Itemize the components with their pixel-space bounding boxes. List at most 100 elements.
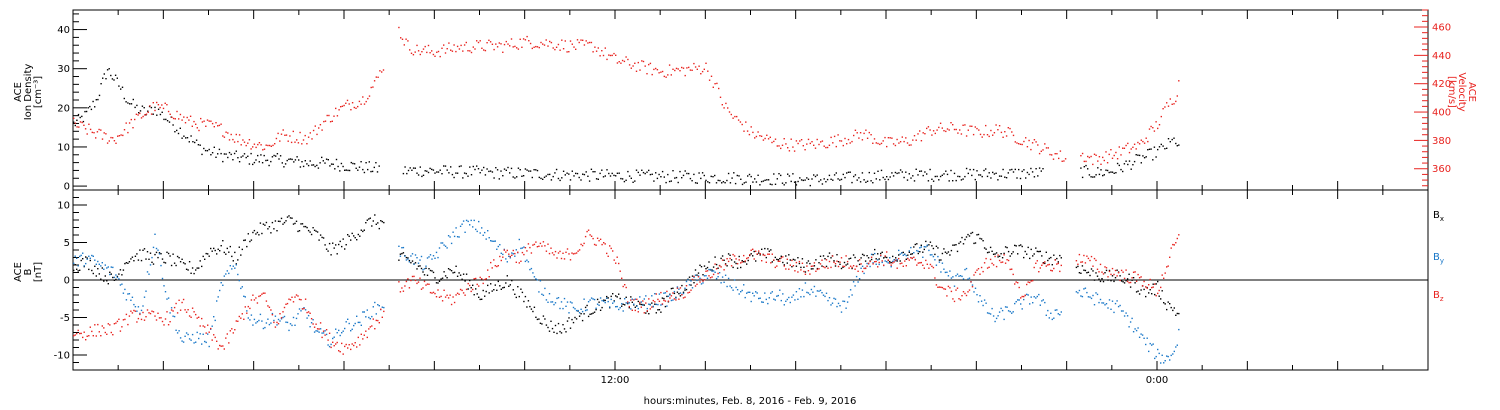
Bx-point — [110, 273, 112, 275]
velocity-point — [964, 124, 966, 126]
Bz-point — [1080, 261, 1082, 263]
By-point — [578, 312, 581, 314]
Bz-point — [541, 245, 543, 247]
By-point — [938, 261, 941, 263]
density-point — [522, 175, 525, 177]
Bx-point — [515, 296, 517, 299]
Bz-point — [1098, 271, 1100, 273]
velocity-point — [936, 129, 938, 131]
density-point — [365, 162, 367, 164]
Bz-point — [861, 270, 864, 273]
By-point — [282, 316, 284, 319]
Bx-point — [746, 263, 748, 265]
Bz-point — [1176, 237, 1178, 240]
By-point — [359, 321, 361, 324]
By-point — [473, 219, 475, 222]
Bx-point — [1175, 314, 1177, 316]
Bz-point — [651, 306, 653, 308]
Bz-point — [106, 333, 108, 335]
velocity-point — [484, 49, 487, 52]
Bz-point — [428, 283, 430, 285]
density-point — [542, 178, 544, 180]
velocity-point — [123, 129, 126, 131]
density-point — [1153, 146, 1156, 148]
Bz-point — [676, 287, 679, 289]
velocity-point — [113, 140, 116, 142]
By-point — [151, 256, 153, 259]
By-point — [675, 297, 677, 299]
velocity-point — [1081, 152, 1084, 155]
density-point — [463, 172, 466, 174]
Bx-point — [238, 246, 240, 248]
velocity-point — [1085, 160, 1087, 163]
By-point — [447, 235, 450, 237]
Bx-point — [712, 266, 715, 268]
velocity-point — [1031, 142, 1034, 144]
velocity-point — [566, 51, 568, 53]
Bx-point — [505, 282, 507, 284]
density-point — [594, 171, 596, 173]
Bx-point — [312, 227, 314, 229]
velocity-point — [597, 47, 599, 49]
density-point — [929, 168, 931, 171]
velocity-point — [1123, 147, 1126, 149]
By-point — [83, 265, 85, 267]
density-point — [206, 150, 209, 152]
By-point — [518, 238, 520, 241]
density-point — [953, 172, 956, 175]
Bz-point — [1101, 271, 1103, 273]
density-point — [998, 175, 1001, 177]
Bz-point — [911, 257, 913, 260]
Bx-point — [774, 256, 776, 259]
velocity-point — [1147, 140, 1149, 143]
Bx-point — [270, 232, 272, 234]
By-point — [636, 305, 638, 307]
density-point — [898, 172, 900, 174]
velocity-point — [443, 44, 445, 46]
Bz-point — [383, 310, 385, 313]
Bz-point — [1014, 283, 1016, 285]
Bz-point — [687, 292, 689, 294]
Bx-point — [697, 272, 700, 274]
velocity-point — [663, 75, 665, 78]
By-point — [288, 329, 290, 332]
By-point — [142, 305, 144, 307]
Bz-point — [1128, 282, 1130, 284]
velocity-point — [375, 76, 377, 78]
density-point — [932, 180, 935, 182]
density-point — [663, 176, 665, 178]
By-point — [1023, 298, 1025, 301]
By-point — [289, 323, 292, 325]
velocity-point — [648, 63, 650, 66]
Bx-point — [892, 255, 894, 258]
velocity-point — [311, 138, 313, 140]
Bx-point — [571, 318, 573, 321]
By-point — [297, 313, 299, 315]
density-point — [630, 177, 632, 179]
Bz-point — [148, 312, 150, 314]
By-point — [736, 289, 739, 291]
density-point — [1025, 177, 1027, 179]
By-point — [839, 305, 841, 307]
density-point — [334, 168, 336, 170]
Bx-point — [1170, 306, 1172, 309]
velocity-point — [842, 144, 844, 147]
By-point — [953, 285, 956, 287]
Bx-point — [943, 248, 945, 250]
velocity-point — [120, 134, 122, 136]
By-point — [968, 277, 971, 279]
velocity-point — [542, 43, 544, 45]
Bx-point — [920, 244, 922, 246]
Bz-point — [539, 242, 542, 245]
velocity-point — [887, 137, 890, 139]
Bz-point — [547, 243, 549, 245]
density-point — [1042, 168, 1044, 170]
Bx-point — [375, 223, 377, 225]
velocity-point — [543, 44, 546, 46]
density-point — [317, 167, 320, 169]
Bx-point — [776, 258, 778, 261]
density-point — [1087, 168, 1089, 170]
By-point — [697, 275, 700, 277]
Bz-point — [752, 248, 754, 250]
Bx-point — [523, 300, 525, 303]
